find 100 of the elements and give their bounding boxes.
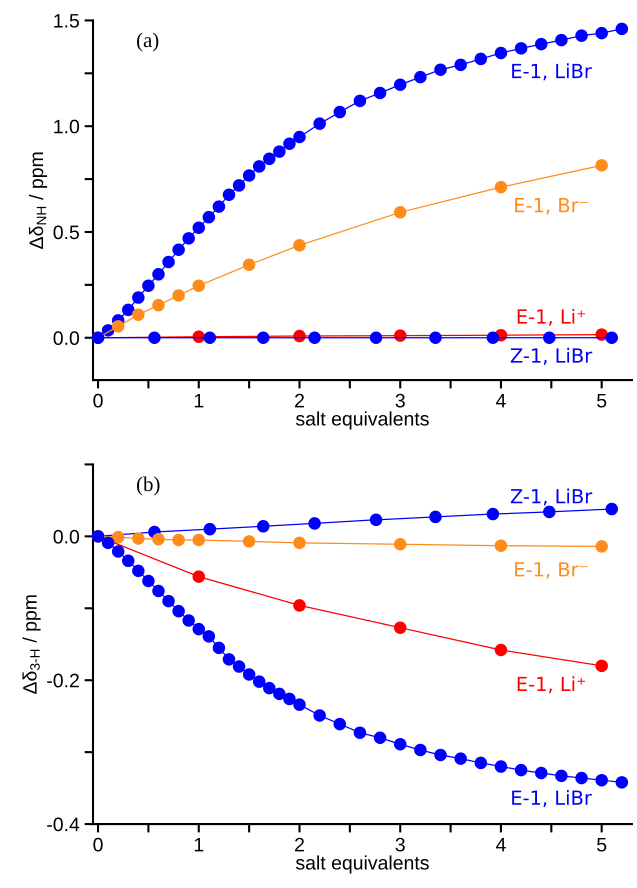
point [595,26,608,40]
point [595,159,608,172]
point [308,332,321,344]
point [273,145,286,158]
point [374,732,386,744]
point [252,675,266,688]
point [354,726,366,739]
point [394,738,406,750]
x-axis-title: salt equivalents [296,411,429,430]
point [534,766,548,780]
point [414,744,427,756]
point [474,52,488,66]
point [232,660,246,673]
y-tick-label: 0.5 [54,225,79,240]
point [595,540,608,553]
point [575,29,588,42]
point [112,545,124,558]
point [434,748,447,762]
point [334,718,346,730]
point [429,510,442,524]
series-label: Z-1, LiBr [510,348,592,365]
point [182,232,195,245]
point [414,70,427,84]
point [232,179,246,192]
point [263,152,276,166]
point [494,644,508,656]
point [454,752,467,765]
y-axis-title: Δδ$_{3-H}$ / ppm [22,595,41,694]
point [434,63,447,76]
point [204,522,216,536]
text: (a) [137,32,158,52]
point [543,506,556,518]
point [192,534,206,546]
point [283,692,296,706]
series-label: E-1, LiBr [512,63,592,80]
point [555,34,568,46]
point [152,532,165,546]
point [308,517,321,530]
point [555,770,568,782]
point [192,570,206,583]
point [242,258,256,272]
x-axis-title: salt equivalents [296,855,429,874]
point [394,78,406,91]
point [222,188,236,201]
point [162,594,175,608]
x-tick-label: 2 [295,394,304,408]
point [202,630,216,643]
point [152,268,165,281]
point [256,520,270,533]
y-tick-label: 0.0 [54,331,80,345]
x-tick-label: 0 [93,838,103,852]
point [162,256,175,268]
series-label: E-1, Li⁺ [518,676,586,694]
x-tick-label: 1 [194,394,204,408]
x-tick-label: 0 [93,394,103,408]
point [454,58,467,72]
point [595,774,608,786]
point [394,538,406,551]
point [370,332,382,344]
point [429,332,442,344]
point [293,536,306,550]
point [102,536,114,550]
point [152,298,165,312]
text: (b) [137,476,160,496]
point [606,502,618,516]
point [494,180,508,194]
point [273,688,286,700]
point [242,668,256,681]
point [616,776,628,789]
x-tick-label: 4 [496,838,506,852]
point [293,130,306,144]
point [122,554,135,568]
point [172,289,185,302]
point [543,332,556,344]
point [192,279,206,292]
point [256,332,270,344]
point [534,38,548,50]
point [172,534,185,546]
point [112,530,124,544]
series-label: E-1, Br⁻ [515,562,588,579]
point [293,698,306,711]
point [142,279,155,292]
point [486,332,500,344]
point [494,539,508,552]
point [514,42,528,55]
point [293,239,306,252]
point [252,160,266,173]
point [132,532,145,545]
point [293,599,306,612]
point [474,756,488,770]
y-tick-label: -0.4 [47,818,80,832]
point [204,332,216,344]
series-label: E-1, LiBr [512,790,592,808]
point [374,86,386,100]
point [334,106,346,118]
point [132,291,145,304]
point [122,304,135,316]
point [514,764,528,776]
point [616,22,628,36]
point [494,760,508,773]
